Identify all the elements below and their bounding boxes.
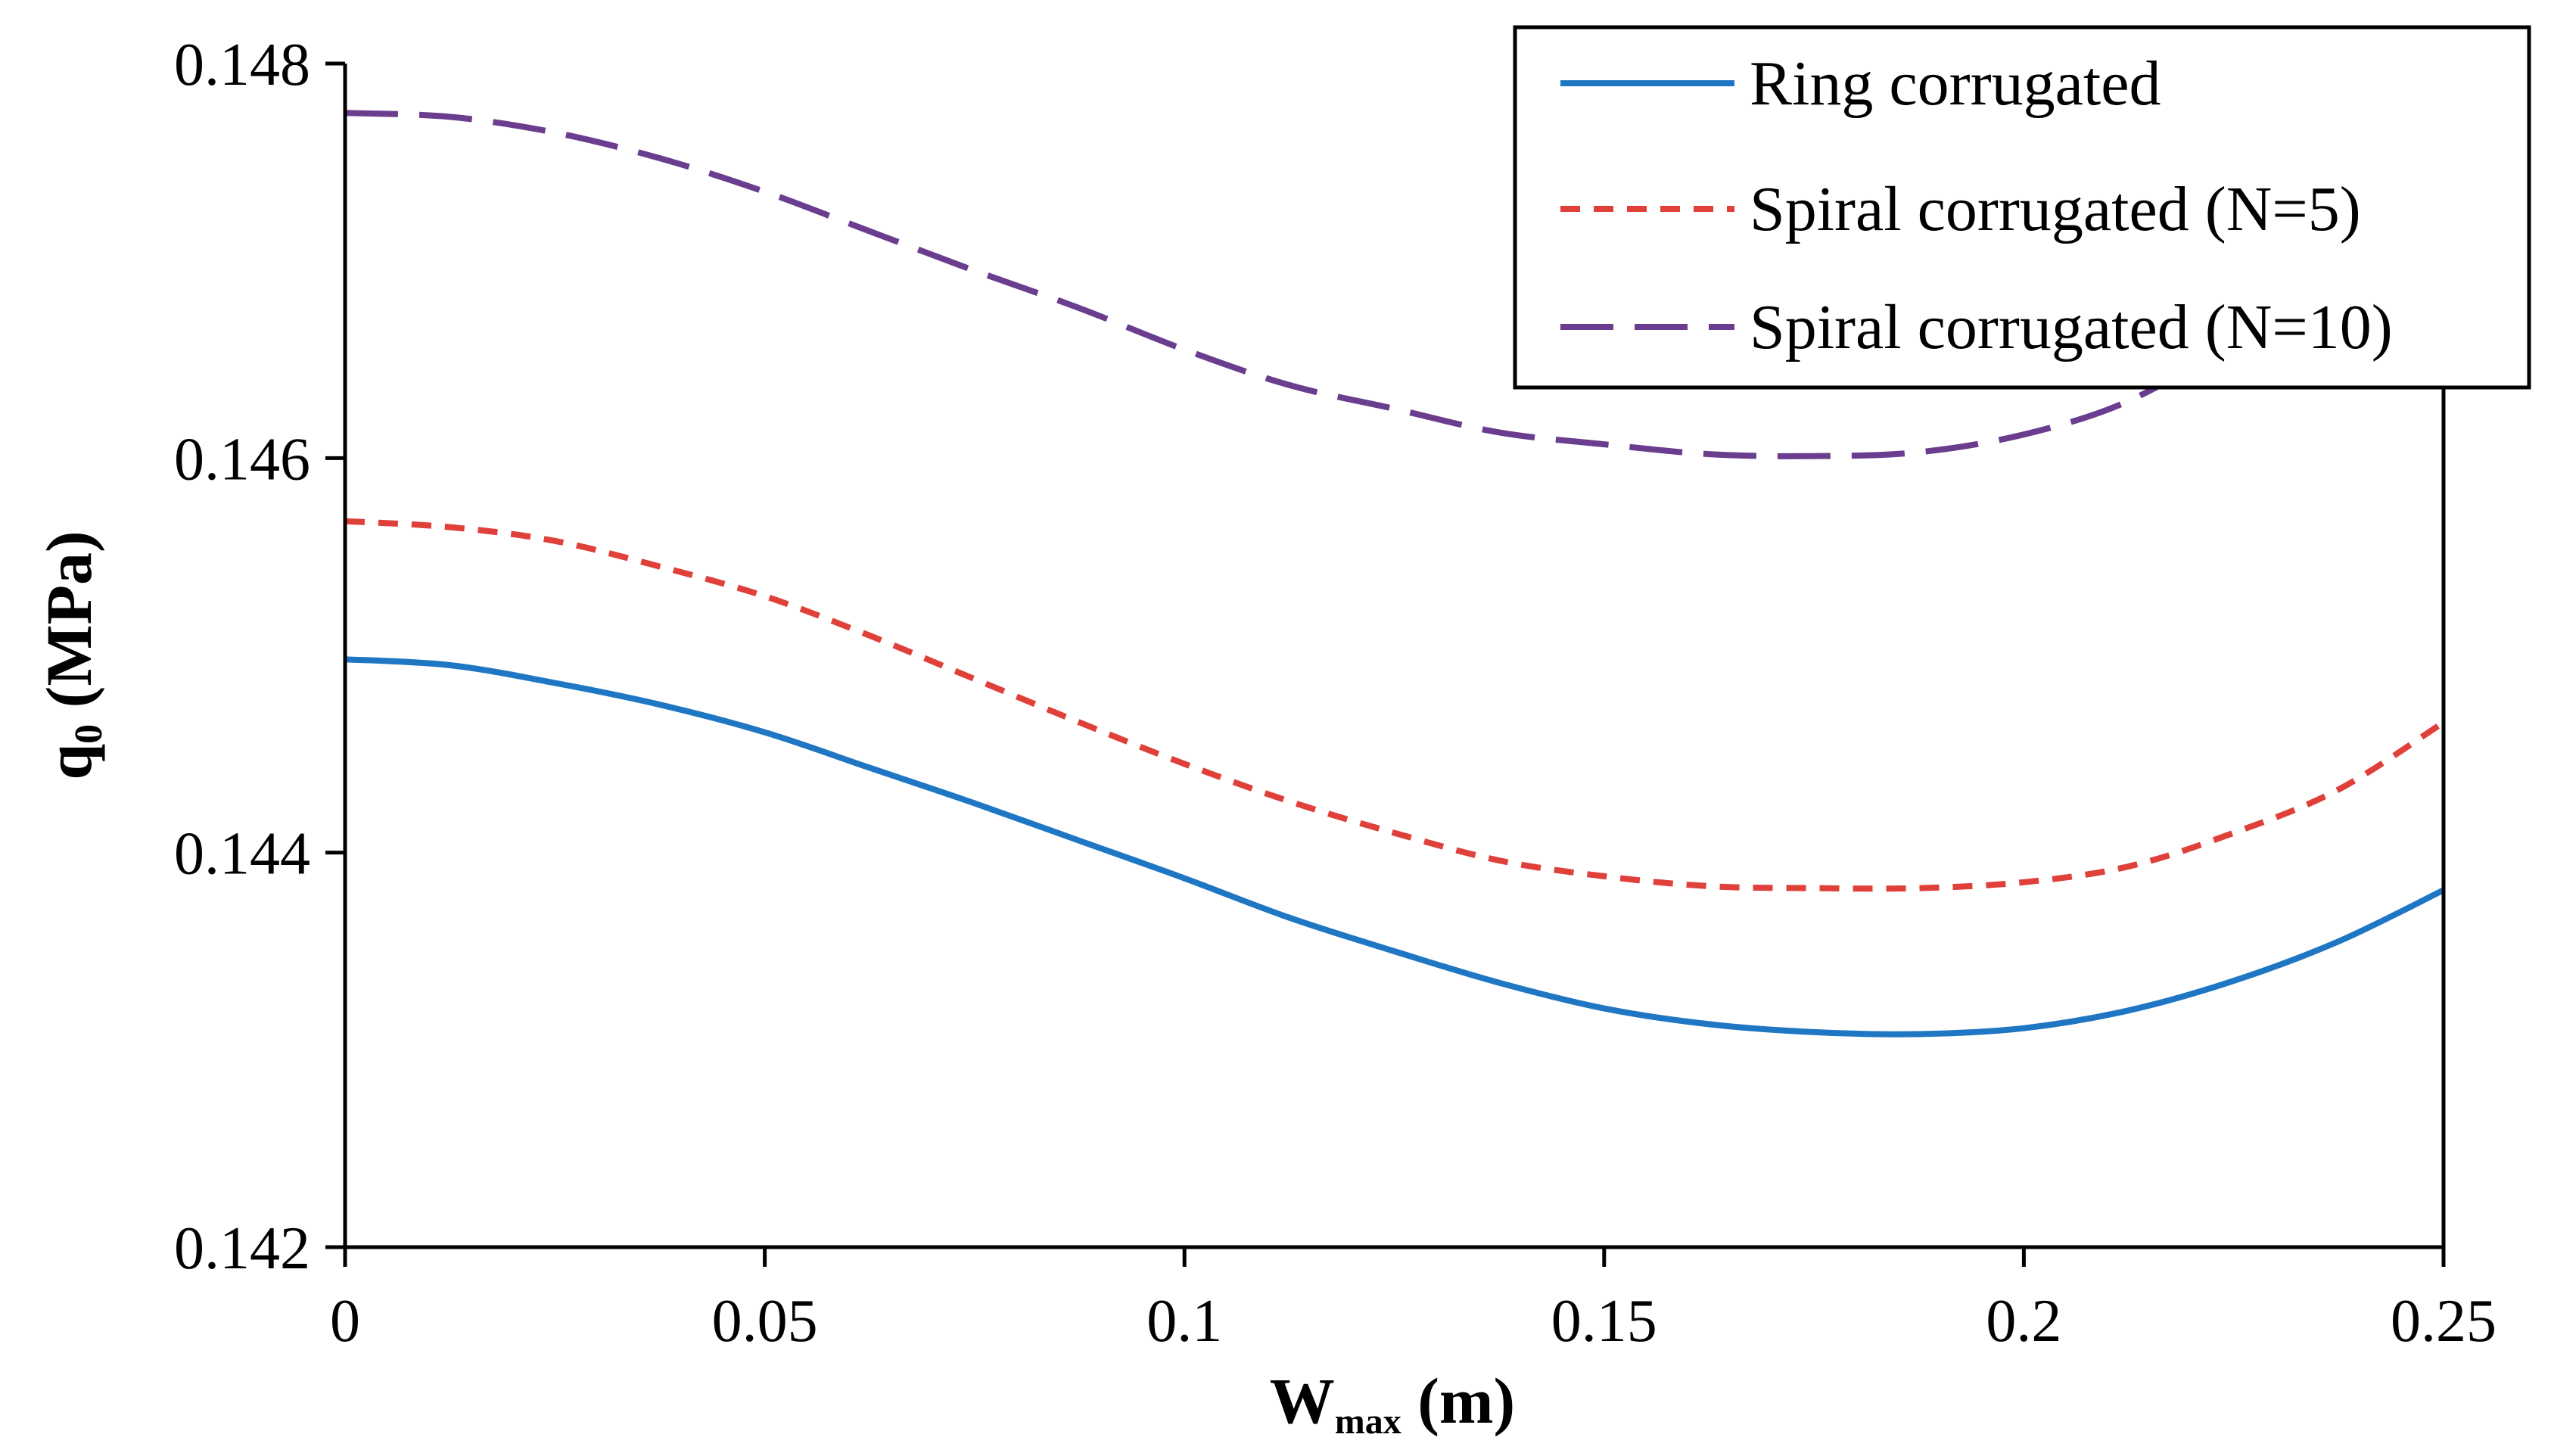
x-tick-label: 0.2 [1986, 1288, 2061, 1355]
x-tick-label: 0.25 [2391, 1288, 2497, 1355]
y-axis-title-subscript: 0 [67, 724, 110, 744]
legend-entry-spiral-n10: Spiral corrugated (N=10) [1560, 292, 2393, 362]
y-axis-title-main: q [33, 744, 105, 780]
y-axis-title-unit: (MPa) [33, 530, 105, 723]
legend: Ring corrugated Spiral corrugated (N=5) … [1513, 25, 2531, 390]
x-axis-title: Wmax (m) [1270, 1364, 1515, 1442]
x-tick-label: 0.05 [712, 1288, 818, 1355]
legend-label-spiral-n5: Spiral corrugated (N=5) [1750, 174, 2361, 244]
x-axis-title-main: W [1270, 1364, 1335, 1437]
x-tick-label: 0 [330, 1288, 360, 1355]
series-layer [345, 110, 2444, 1038]
x-axis-title-subscript: max [1335, 1402, 1401, 1442]
legend-label-ring: Ring corrugated [1750, 48, 2161, 119]
y-tick-label: 0.148 [174, 32, 310, 98]
y-tick-label: 0.146 [174, 426, 310, 493]
ticks-layer: 0 0.05 0.1 0.15 0.2 0.25 0.142 0.144 0.146 0.148 [174, 32, 2497, 1355]
legend-label-spiral-n10: Spiral corrugated (N=10) [1750, 292, 2393, 362]
x-tick-label: 0.15 [1551, 1288, 1657, 1355]
y-tick-label: 0.144 [174, 821, 310, 888]
y-tick-label: 0.142 [174, 1215, 310, 1282]
legend-entry-ring: Ring corrugated [1560, 48, 2161, 119]
x-axis-title-unit: (m) [1401, 1364, 1515, 1437]
x-tick-label: 0.1 [1146, 1288, 1222, 1355]
series-line-ring-corrugated [345, 656, 2444, 1038]
legend-entry-spiral-n5: Spiral corrugated (N=5) [1560, 174, 2361, 244]
y-axis-title: q0 (MPa) [33, 530, 110, 779]
